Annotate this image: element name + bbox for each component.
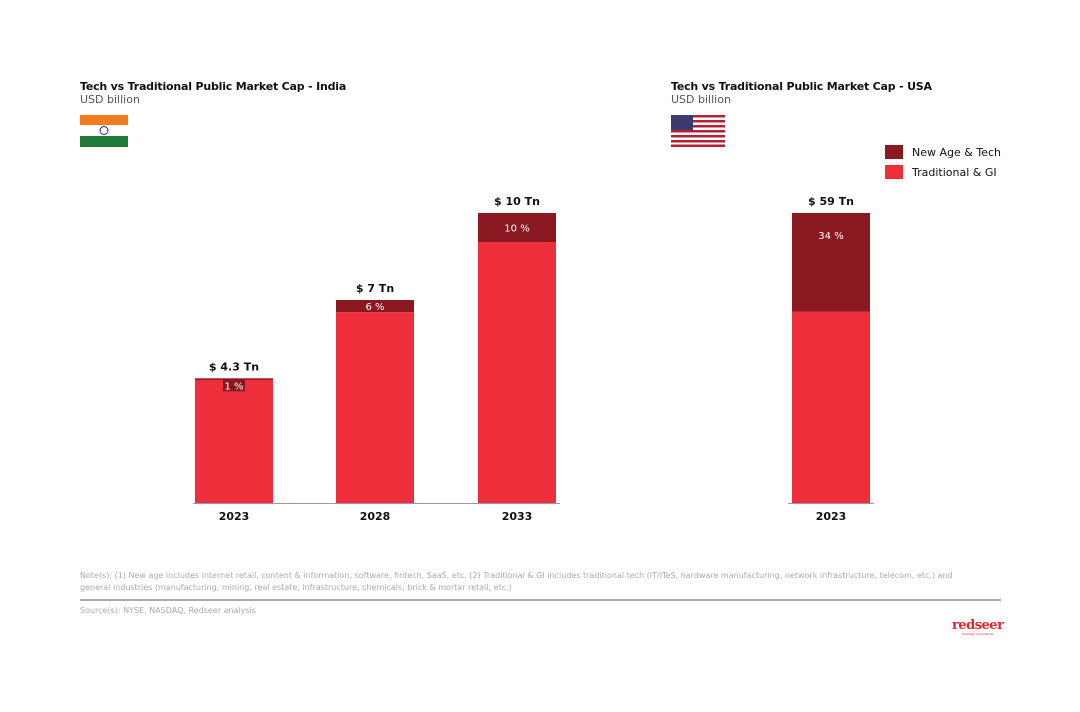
redseer-logo: redseer Strategy Consultants <box>952 618 1004 636</box>
legend-item-new-age: New Age & Tech <box>885 142 1001 162</box>
x-tick-label: 2028 <box>360 510 391 523</box>
share-label: 10 % <box>504 224 529 235</box>
footer-divider <box>80 599 1001 601</box>
share-label: 34 % <box>818 231 843 242</box>
legend-label-new-age: New Age & Tech <box>912 145 1001 159</box>
india-chart-title: Tech vs Traditional Public Market Cap - … <box>80 80 347 93</box>
footnotes: Note(s): (1) New age includes internet r… <box>80 571 953 592</box>
legend-swatch-new-age <box>885 145 903 159</box>
india-chart-subtitle: USD billion <box>80 93 140 106</box>
share-label: 1 % <box>224 381 243 392</box>
legend-label-traditional: Traditional & GI <box>912 165 997 179</box>
usa-flag-icon <box>671 115 725 147</box>
x-tick-label: 2023 <box>816 510 847 523</box>
bar-traditional-2023 <box>195 379 273 503</box>
bar-new-age-2023 <box>792 213 870 312</box>
legend: New Age & Tech Traditional & GI <box>885 142 1001 182</box>
legend-item-traditional: Traditional & GI <box>885 162 1001 182</box>
usa-chart-title: Tech vs Traditional Public Market Cap - … <box>671 80 932 93</box>
bar-traditional-2023 <box>792 311 870 503</box>
bar-new-age-2028 <box>336 300 414 313</box>
share-label-bg <box>223 379 245 392</box>
usa-chart-subtitle: USD billion <box>671 93 731 106</box>
total-label: $ 4.3 Tn <box>209 360 259 373</box>
bar-traditional-2033 <box>478 242 556 503</box>
bar-traditional-2028 <box>336 312 414 503</box>
total-label: $ 59 Tn <box>808 195 854 208</box>
bar-new-age-2023 <box>195 378 273 380</box>
total-label: $ 7 Tn <box>356 282 394 295</box>
source-note: Source(s): NYSE, NASDAQ, Redseer analysi… <box>80 606 256 615</box>
x-tick-label: 2023 <box>219 510 250 523</box>
share-label: 6 % <box>365 302 384 313</box>
x-tick-label: 2033 <box>502 510 533 523</box>
india-flag-icon <box>80 115 128 147</box>
bar-new-age-2033 <box>478 213 556 242</box>
legend-swatch-traditional <box>885 165 903 179</box>
total-label: $ 10 Tn <box>494 195 540 208</box>
